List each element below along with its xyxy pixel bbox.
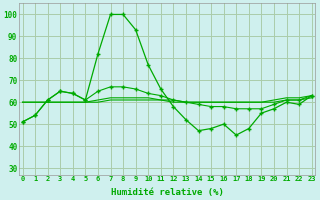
X-axis label: Humidité relative (%): Humidité relative (%) — [111, 188, 224, 197]
